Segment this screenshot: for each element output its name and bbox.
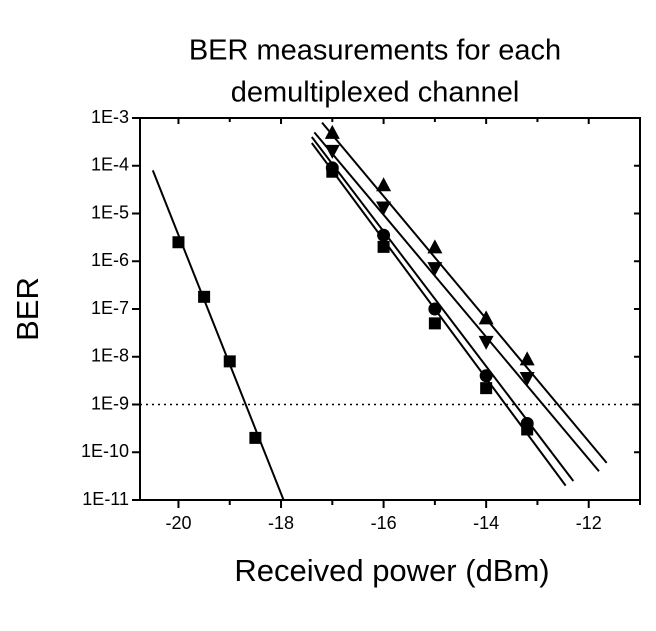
data-point bbox=[520, 417, 534, 431]
y-tick-label: 1E-4 bbox=[91, 155, 129, 175]
data-point bbox=[480, 382, 493, 395]
data-point bbox=[478, 335, 494, 350]
x-axis-label: Received power (dBm) bbox=[234, 553, 549, 588]
fit-line bbox=[313, 131, 600, 472]
data-point bbox=[377, 240, 390, 253]
y-tick-label: 1E-11 bbox=[82, 489, 129, 509]
y-tick-label: 1E-7 bbox=[91, 298, 129, 318]
x-tick-label: -16 bbox=[371, 513, 397, 533]
data-point bbox=[427, 239, 443, 254]
chart-title: BER measurements for each bbox=[189, 35, 561, 67]
plot-frame bbox=[139, 117, 641, 501]
x-tick-label: -14 bbox=[473, 513, 499, 533]
data-point bbox=[428, 317, 441, 330]
fit-line bbox=[321, 121, 608, 464]
data-point bbox=[376, 177, 392, 192]
data-point bbox=[519, 372, 535, 387]
data-point bbox=[478, 310, 494, 325]
y-tick-label: 1E-10 bbox=[81, 441, 129, 461]
x-tick-label: -18 bbox=[268, 513, 294, 533]
y-tick-label: 1E-6 bbox=[91, 250, 129, 270]
data-point bbox=[324, 144, 340, 159]
data-point bbox=[325, 161, 339, 175]
y-tick-label: 1E-8 bbox=[91, 346, 129, 366]
data-point bbox=[428, 302, 442, 316]
data-point bbox=[198, 290, 211, 303]
data-point bbox=[479, 369, 493, 383]
data-point bbox=[519, 351, 535, 366]
y-axis-label: BER bbox=[10, 277, 45, 341]
data-point bbox=[223, 355, 236, 368]
data-point bbox=[172, 236, 185, 249]
x-tick-label: -12 bbox=[576, 513, 602, 533]
y-tick-label: 1E-9 bbox=[91, 393, 129, 413]
fit-line bbox=[151, 170, 285, 501]
data-point bbox=[249, 431, 262, 444]
fit-line bbox=[310, 136, 575, 482]
chart-title: demultiplexed channel bbox=[231, 77, 520, 109]
data-point bbox=[377, 228, 391, 242]
y-tick-label: 1E-3 bbox=[91, 107, 129, 127]
data-point bbox=[376, 201, 392, 216]
data-point bbox=[427, 262, 443, 277]
x-tick-label: -20 bbox=[165, 513, 191, 533]
y-tick-label: 1E-5 bbox=[91, 202, 129, 222]
data-point bbox=[324, 124, 340, 139]
